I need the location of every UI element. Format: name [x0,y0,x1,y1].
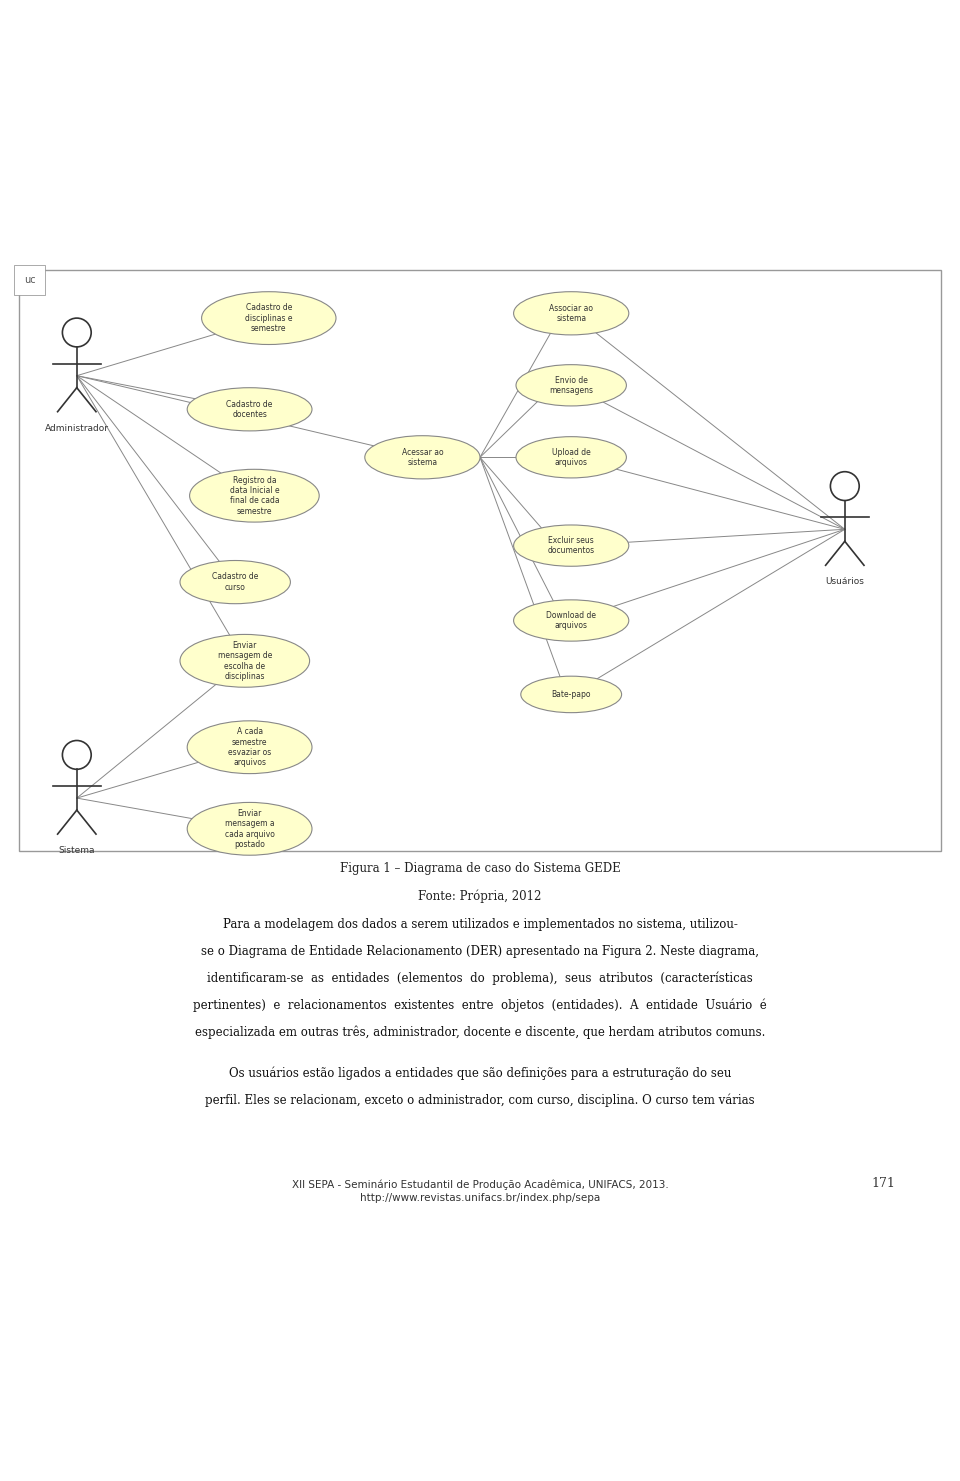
Text: Upload de
arquivos: Upload de arquivos [552,447,590,467]
Ellipse shape [516,437,627,478]
Text: Acessar ao
sistema: Acessar ao sistema [401,447,444,467]
Text: identificaram-se  as  entidades  (elementos  do  problema),  seus  atributos  (c: identificaram-se as entidades (elementos… [207,972,753,985]
Ellipse shape [516,364,627,406]
Text: Para a modelagem dos dados a serem utilizados e implementados no sistema, utiliz: Para a modelagem dos dados a serem utili… [223,918,737,932]
Text: pertinentes)  e  relacionamentos  existentes  entre  objetos  (entidades).  A  e: pertinentes) e relacionamentos existente… [193,998,767,1012]
FancyBboxPatch shape [19,270,941,852]
Ellipse shape [202,292,336,345]
Ellipse shape [180,634,309,687]
Text: Cadastro de
curso: Cadastro de curso [212,572,258,592]
Text: se o Diagrama de Entidade Relacionamento (DER) apresentado na Figura 2. Neste di: se o Diagrama de Entidade Relacionamento… [201,945,759,958]
Ellipse shape [514,292,629,335]
Text: Cadastro de
docentes: Cadastro de docentes [227,400,273,419]
Text: uc: uc [24,275,36,284]
Ellipse shape [365,435,480,478]
Text: Bate-papo: Bate-papo [551,690,591,699]
Ellipse shape [520,677,621,712]
Text: Fonte: Própria, 2012: Fonte: Própria, 2012 [419,889,541,903]
Text: Registro da
data Inicial e
final de cada
semestre: Registro da data Inicial e final de cada… [229,475,279,515]
Text: XII SEPA - Seminário Estudantil de Produção Acadêmica, UNIFACS, 2013.: XII SEPA - Seminário Estudantil de Produ… [292,1179,668,1189]
Text: Enviar
mensagem a
cada arquivo
postado: Enviar mensagem a cada arquivo postado [225,809,275,849]
Text: 171: 171 [872,1177,895,1189]
Text: Os usuários estão ligados a entidades que são definições para a estruturação do : Os usuários estão ligados a entidades qu… [228,1066,732,1081]
Ellipse shape [187,721,312,773]
Ellipse shape [514,600,629,641]
Text: Download de
arquivos: Download de arquivos [546,610,596,631]
Text: Envio de
mensagens: Envio de mensagens [549,376,593,395]
Text: Figura 1 – Diagrama de caso do Sistema GEDE: Figura 1 – Diagrama de caso do Sistema G… [340,862,620,875]
Ellipse shape [189,469,319,523]
Text: Sistema: Sistema [59,846,95,855]
Text: especializada em outras três, administrador, docente e discente, que herdam atri: especializada em outras três, administra… [195,1026,765,1040]
Ellipse shape [180,560,290,604]
Text: A cada
semestre
esvaziar os
arquivos: A cada semestre esvaziar os arquivos [228,727,272,767]
Ellipse shape [187,803,312,855]
Ellipse shape [187,388,312,431]
Text: Administrador: Administrador [45,424,108,432]
Text: Associar ao
sistema: Associar ao sistema [549,304,593,323]
Ellipse shape [514,524,629,566]
Text: http://www.revistas.unifacs.br/index.php/sepa: http://www.revistas.unifacs.br/index.php… [360,1194,600,1203]
Text: perfil. Eles se relacionam, exceto o administrador, com curso, disciplina. O cur: perfil. Eles se relacionam, exceto o adm… [205,1094,755,1108]
Text: Cadastro de
disciplinas e
semestre: Cadastro de disciplinas e semestre [245,304,293,333]
Text: Excluir seus
documentos: Excluir seus documentos [547,536,595,555]
Text: Enviar
mensagem de
escolha de
disciplinas: Enviar mensagem de escolha de disciplina… [218,641,272,681]
Text: Usuários: Usuários [826,578,864,586]
